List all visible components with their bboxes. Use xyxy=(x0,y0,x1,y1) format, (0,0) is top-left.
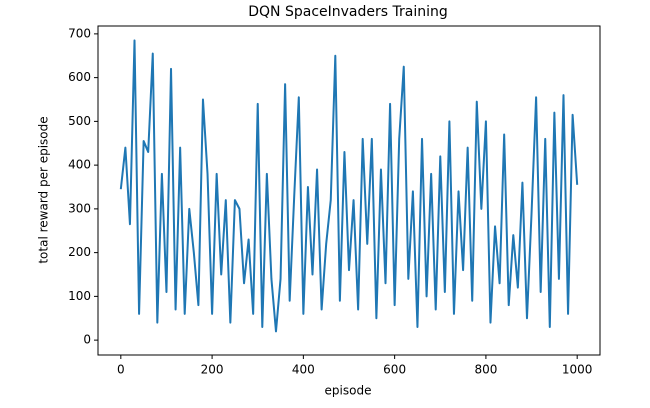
y-tick-label: 700 xyxy=(68,26,91,40)
x-tick-label: 200 xyxy=(201,363,224,377)
y-tick-label: 100 xyxy=(68,289,91,303)
plot-frame xyxy=(97,25,601,356)
y-tick-label: 300 xyxy=(68,201,91,215)
y-tick-label: 600 xyxy=(68,70,91,84)
chart-title: DQN SpaceInvaders Training xyxy=(248,4,448,20)
y-tick-label: 400 xyxy=(68,158,91,172)
y-tick-label: 500 xyxy=(68,114,91,128)
y-tick-label: 200 xyxy=(68,245,91,259)
line xyxy=(119,39,579,333)
x-tick-label: 800 xyxy=(474,363,497,377)
y-axis-label: total reward per episode xyxy=(37,116,51,263)
x-tick-label: 1000 xyxy=(562,363,593,377)
y-tick-label: 0 xyxy=(83,333,91,347)
x-tick-label: 400 xyxy=(292,363,315,377)
x-axis-label: episode xyxy=(325,384,372,398)
x-tick-label: 600 xyxy=(383,363,406,377)
x-tick-label: 0 xyxy=(117,363,125,377)
